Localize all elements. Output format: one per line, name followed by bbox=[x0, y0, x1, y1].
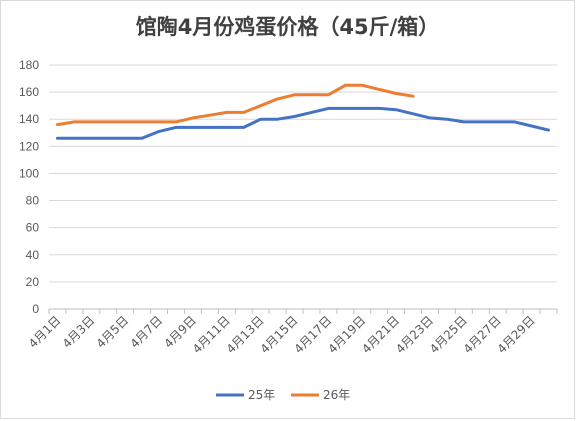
y-axis-ticks: 0 20 40 60 80 100 120 140 160 180 bbox=[19, 58, 39, 316]
x-axis-ticks: 4月1日4月3日4月5日4月7日4月9日4月11日4月13日4月15日4月17日… bbox=[26, 309, 558, 356]
y-tick-label: 160 bbox=[19, 85, 39, 99]
y-tick-label: 140 bbox=[19, 112, 39, 126]
legend-label-1: 25年 bbox=[248, 388, 275, 402]
x-tick-label: 4月1日 bbox=[26, 313, 64, 351]
x-tick-label: 4月3日 bbox=[60, 313, 98, 351]
y-tick-label: 0 bbox=[32, 302, 39, 316]
y-tick-label: 40 bbox=[26, 248, 40, 262]
x-tick-label: 4月5日 bbox=[94, 313, 132, 351]
legend: 25年 26年 bbox=[216, 388, 350, 402]
series-lines bbox=[56, 83, 550, 140]
series-line-2 bbox=[56, 83, 415, 127]
legend-label-2: 26年 bbox=[323, 388, 350, 402]
y-tick-label: 100 bbox=[19, 166, 39, 180]
gridlines bbox=[49, 64, 557, 310]
y-tick-label: 60 bbox=[26, 221, 40, 235]
x-tick-label: 4月7日 bbox=[128, 313, 166, 351]
chart-title: 馆陶4月份鸡蛋价格（45斤/箱） bbox=[135, 15, 440, 39]
x-tick-label: 4月29日 bbox=[495, 313, 538, 356]
y-tick-label: 20 bbox=[26, 275, 40, 289]
y-tick-label: 80 bbox=[26, 194, 40, 208]
y-tick-label: 120 bbox=[19, 139, 39, 153]
series-line-1 bbox=[56, 106, 550, 140]
y-tick-label: 180 bbox=[19, 58, 39, 72]
